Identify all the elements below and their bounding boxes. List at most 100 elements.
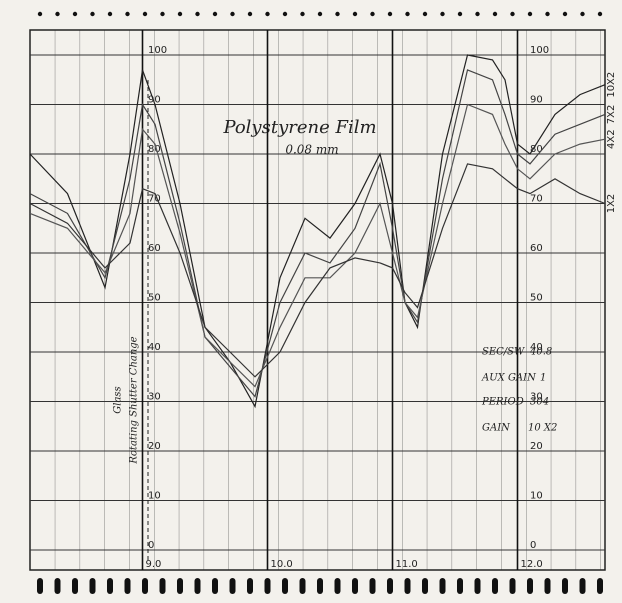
y-tick-label: 100 — [148, 45, 167, 56]
hole — [562, 578, 568, 594]
hole — [527, 11, 533, 17]
annotation: Glass — [113, 386, 124, 413]
y-tick-label: 10 — [530, 491, 543, 502]
y-tick-label: 80 — [148, 144, 161, 155]
hole — [212, 11, 218, 17]
chart-title: Polystyrene Film — [222, 117, 376, 138]
annotation: Rotating Shutter Change — [129, 336, 140, 464]
hole — [299, 578, 306, 594]
hole — [422, 578, 428, 594]
x-tick-label: 9.0 — [146, 559, 162, 570]
legend-label: 10X2 — [606, 72, 617, 98]
hole — [335, 11, 340, 17]
hole — [107, 578, 113, 594]
hole — [387, 11, 393, 17]
hole — [212, 578, 218, 594]
y-tick-label: 30 — [530, 392, 543, 403]
hole — [72, 578, 78, 594]
hole — [370, 11, 375, 17]
legend-label: 7X2 — [606, 105, 617, 125]
hole — [562, 11, 568, 17]
hole — [405, 11, 410, 17]
legend-label: 4X2 — [606, 129, 617, 149]
hole — [142, 578, 148, 594]
hole — [352, 11, 358, 17]
y-tick-label: 40 — [530, 342, 543, 353]
hole — [177, 578, 183, 594]
hole — [247, 578, 253, 594]
hole — [160, 11, 165, 17]
hole — [54, 578, 61, 594]
hole — [125, 11, 130, 17]
hole — [90, 11, 95, 17]
hole — [527, 578, 533, 594]
hole — [457, 578, 463, 594]
y-tick-label: 100 — [530, 45, 549, 56]
hole — [579, 578, 586, 594]
hole — [300, 11, 305, 17]
hole — [230, 11, 235, 17]
plot-frame — [29, 29, 606, 571]
hole — [317, 578, 323, 594]
data-line — [29, 54, 606, 409]
x-tick-label: 12.0 — [521, 559, 543, 570]
sprocket-holes — [37, 11, 603, 594]
annotation: AUX GAIN — [481, 373, 537, 384]
hole — [247, 11, 253, 17]
x-tick-label: 11.0 — [396, 559, 418, 570]
hole — [107, 11, 113, 17]
hole — [159, 578, 166, 594]
hole — [597, 578, 603, 594]
hole — [124, 578, 131, 594]
y-tick-label: 50 — [148, 293, 161, 304]
hole — [37, 578, 43, 594]
hole — [404, 578, 411, 594]
hole — [492, 11, 498, 17]
hole — [422, 11, 428, 17]
annotation: 304 — [530, 397, 549, 408]
hole — [597, 11, 603, 17]
hole — [440, 11, 445, 17]
hole — [439, 578, 446, 594]
data-line — [29, 103, 606, 388]
x-tick-label: 10.0 — [271, 559, 293, 570]
y-tick-label: 70 — [530, 194, 543, 205]
data-line — [29, 163, 606, 378]
y-tick-label: 90 — [530, 95, 543, 106]
hole — [282, 578, 288, 594]
hole — [457, 11, 463, 17]
hole — [509, 578, 516, 594]
y-tick-label: 20 — [530, 441, 543, 452]
y-tick-label: 90 — [148, 95, 161, 106]
annotation: SEC/SW — [482, 347, 525, 358]
hole — [545, 11, 550, 17]
y-tick-label: 60 — [148, 243, 161, 254]
hole — [142, 11, 148, 17]
hole — [580, 11, 585, 17]
hole — [89, 578, 96, 594]
hole — [387, 578, 393, 594]
y-tick-label: 50 — [530, 293, 543, 304]
hole — [229, 578, 236, 594]
hole — [282, 11, 288, 17]
annotation: 1 — [540, 373, 546, 384]
hole — [55, 11, 60, 17]
hole — [334, 578, 341, 594]
hole — [369, 578, 376, 594]
y-tick-label: 0 — [148, 540, 154, 551]
hole — [194, 578, 201, 594]
y-tick-label: 70 — [148, 194, 161, 205]
y-tick-label: 10 — [148, 491, 161, 502]
hole — [195, 11, 200, 17]
y-tick-label: 60 — [530, 243, 543, 254]
hole — [264, 578, 271, 594]
annotation: PERIOD — [481, 397, 524, 408]
hole — [317, 11, 323, 17]
hole — [492, 578, 498, 594]
hole — [37, 11, 43, 17]
annotation: 10 X2 — [528, 423, 557, 434]
minor-grid — [30, 30, 605, 570]
y-tick-label: 0 — [530, 540, 536, 551]
